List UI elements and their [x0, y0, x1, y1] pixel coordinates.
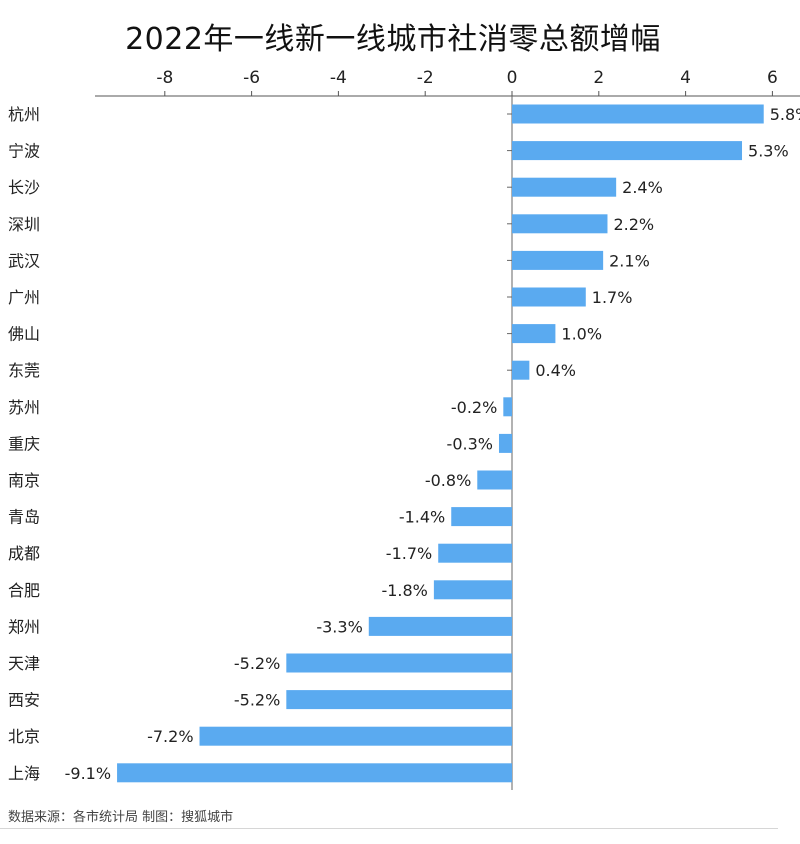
- category-label: 宁波: [8, 142, 40, 161]
- category-label: 佛山: [8, 325, 40, 344]
- value-label: -0.3%: [447, 434, 493, 453]
- x-tick-label: -4: [330, 68, 347, 88]
- value-label: -5.2%: [234, 691, 280, 710]
- category-label: 成都: [8, 544, 40, 563]
- value-label: 2.2%: [613, 215, 654, 234]
- value-label: 5.8%: [770, 105, 800, 124]
- bar: [451, 507, 512, 527]
- x-tick-label: 6: [767, 68, 778, 88]
- category-label: 南京: [8, 471, 40, 490]
- x-axis: -8 -6 -4 -2 0 2 4 6: [95, 68, 800, 790]
- category-label: 青岛: [8, 508, 40, 527]
- value-label: -9.1%: [65, 764, 111, 783]
- value-label: 1.7%: [592, 288, 633, 307]
- x-tick-label: 2: [593, 68, 604, 88]
- source-note: 数据来源：各市统计局 制图：搜狐城市: [8, 810, 234, 825]
- bar: [512, 104, 764, 124]
- bar: [512, 324, 556, 344]
- category-label: 合肥: [8, 581, 40, 600]
- value-label: 1.0%: [561, 325, 602, 344]
- category-label: 北京: [8, 727, 40, 746]
- x-tick-label: -6: [243, 68, 260, 88]
- bar: [286, 690, 512, 710]
- value-label: 5.3%: [748, 142, 789, 161]
- category-label: 杭州: [8, 105, 40, 124]
- category-label: 东莞: [8, 361, 40, 380]
- value-label: -7.2%: [147, 727, 193, 746]
- bar: [498, 433, 512, 453]
- category-label: 重庆: [8, 434, 40, 453]
- value-label: -5.2%: [234, 654, 280, 673]
- footer-divider: [0, 828, 778, 829]
- labels-group: 杭州 5.8% 宁波 5.3% 长沙 2.4% 深圳 2.2% 武汉 2.1% 广州 1.7% 佛山 1.…: [8, 105, 800, 783]
- bar: [286, 653, 512, 673]
- category-label: 深圳: [8, 215, 40, 234]
- bar: [433, 580, 512, 600]
- value-label: -3.3%: [316, 617, 362, 636]
- value-label: -1.7%: [386, 544, 432, 563]
- category-label: 郑州: [8, 617, 40, 636]
- category-label: 苏州: [8, 398, 40, 417]
- category-label: 上海: [8, 764, 40, 783]
- value-label: -1.8%: [381, 581, 427, 600]
- bar: [117, 763, 512, 783]
- category-label: 天津: [8, 654, 40, 673]
- chart-title: 2022年一线新一线城市社消零总额增幅: [125, 22, 661, 57]
- bar: [512, 214, 608, 234]
- bar: [503, 397, 512, 417]
- value-label: -0.2%: [451, 398, 497, 417]
- bar: [512, 250, 604, 270]
- value-label: 0.4%: [535, 361, 576, 380]
- bar: [512, 287, 586, 307]
- bar: [512, 177, 617, 197]
- bar: [199, 726, 512, 746]
- category-label: 武汉: [8, 251, 40, 270]
- bars-group: [117, 104, 764, 783]
- bar: [512, 360, 530, 380]
- value-label: 2.1%: [609, 251, 650, 270]
- x-tick-label: 4: [680, 68, 691, 88]
- value-label: -0.8%: [425, 471, 471, 490]
- x-tick-label: -2: [417, 68, 434, 88]
- x-tick-label: -8: [156, 68, 173, 88]
- value-label: -1.4%: [399, 508, 445, 527]
- category-label: 广州: [8, 288, 40, 307]
- x-tick-label: 0: [507, 68, 518, 88]
- category-label: 西安: [8, 691, 40, 710]
- bar: [438, 543, 512, 563]
- category-label: 长沙: [8, 178, 40, 197]
- bar: [368, 616, 512, 636]
- bar: [477, 470, 512, 490]
- bar: [512, 141, 743, 161]
- value-label: 2.4%: [622, 178, 663, 197]
